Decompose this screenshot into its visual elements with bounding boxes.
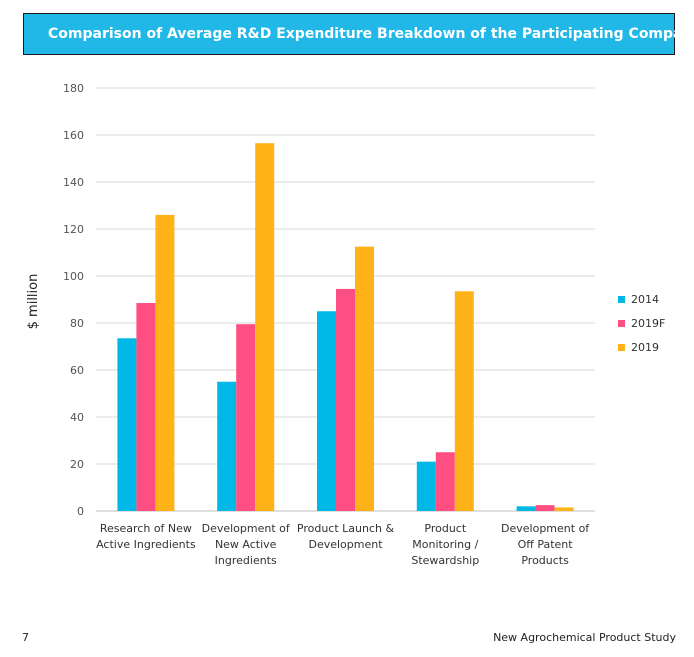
bar-2019-3 xyxy=(454,291,474,511)
x-tick-label-line: Active Ingredients xyxy=(96,538,196,551)
x-tick-label-line: Development xyxy=(308,538,383,551)
x-tick-label-line: New Active xyxy=(215,538,277,551)
bar-2019-1 xyxy=(255,143,275,511)
x-tick-label-line: Research of New xyxy=(100,522,192,535)
x-tick-label-line: Off Patent xyxy=(518,538,574,551)
x-tick-label: Product Launch & Development xyxy=(297,522,395,551)
y-tick-label: 0 xyxy=(77,505,84,518)
x-tick-label-line: Development of xyxy=(202,522,291,535)
x-tick-label-line: Development of xyxy=(501,522,590,535)
y-tick-label: 100 xyxy=(63,270,84,283)
bar-2014-1 xyxy=(217,381,237,511)
bar-2019F-3 xyxy=(435,452,455,511)
bar-2019-2 xyxy=(355,246,374,511)
x-tick-label-line: Monitoring / xyxy=(412,538,478,551)
x-tick-label: Research of New Active Ingredients xyxy=(96,522,196,551)
bar-2019F-2 xyxy=(336,288,355,511)
bar-2019F-0 xyxy=(136,303,156,511)
y-tick-label: 60 xyxy=(70,364,84,377)
bar-2014-4 xyxy=(516,506,536,511)
chart-title: Comparison of Average R&D Expenditure Br… xyxy=(48,26,694,42)
x-tick-label-line: Ingredients xyxy=(215,554,277,567)
x-tick-label-line: Product Launch & xyxy=(297,522,395,535)
page-number: 7 xyxy=(22,631,29,644)
x-tick-label: Development of New Active Ingredients xyxy=(202,522,291,567)
y-tick-label: 180 xyxy=(63,82,84,95)
y-tick-label: 80 xyxy=(70,317,84,330)
x-tick-label: Development of Off Patent Products xyxy=(501,522,590,567)
x-tick-label-line: Stewardship xyxy=(411,554,479,567)
legend-label-2014: 2014 xyxy=(631,293,659,306)
x-tick-label-line: Products xyxy=(521,554,569,567)
legend-label-2019F: 2019F xyxy=(631,317,665,330)
y-axis-label: $ million xyxy=(26,274,41,330)
legend-swatch-2014 xyxy=(618,296,625,303)
bar-2019-0 xyxy=(155,214,175,511)
bar-2014-2 xyxy=(317,311,336,511)
legend-label-2019: 2019 xyxy=(631,341,659,354)
bar-2014-3 xyxy=(416,461,436,511)
y-tick-label: 140 xyxy=(63,176,84,189)
legend-swatch-2019 xyxy=(618,344,625,351)
y-tick-label: 40 xyxy=(70,411,84,424)
bar-chart: 0 20 40 60 80 100 120 140 160 180 $ million Researc… xyxy=(26,82,665,567)
publication-name: New Agrochemical Product Study xyxy=(493,631,676,644)
y-tick-label: 160 xyxy=(63,129,84,142)
bar-2019-4 xyxy=(554,507,574,511)
y-tick-label: 20 xyxy=(70,458,84,471)
y-tick-label: 120 xyxy=(63,223,84,236)
bar-2014-0 xyxy=(117,338,137,511)
bar-2019F-1 xyxy=(236,324,256,511)
bar-2019F-4 xyxy=(535,505,555,511)
x-tick-label: Product Monitoring / Stewardship xyxy=(411,522,479,567)
x-tick-label-line: Product xyxy=(424,522,466,535)
chart-title-banner: Comparison of Average R&D Expenditure Br… xyxy=(23,13,694,55)
legend-swatch-2019F xyxy=(618,320,625,327)
